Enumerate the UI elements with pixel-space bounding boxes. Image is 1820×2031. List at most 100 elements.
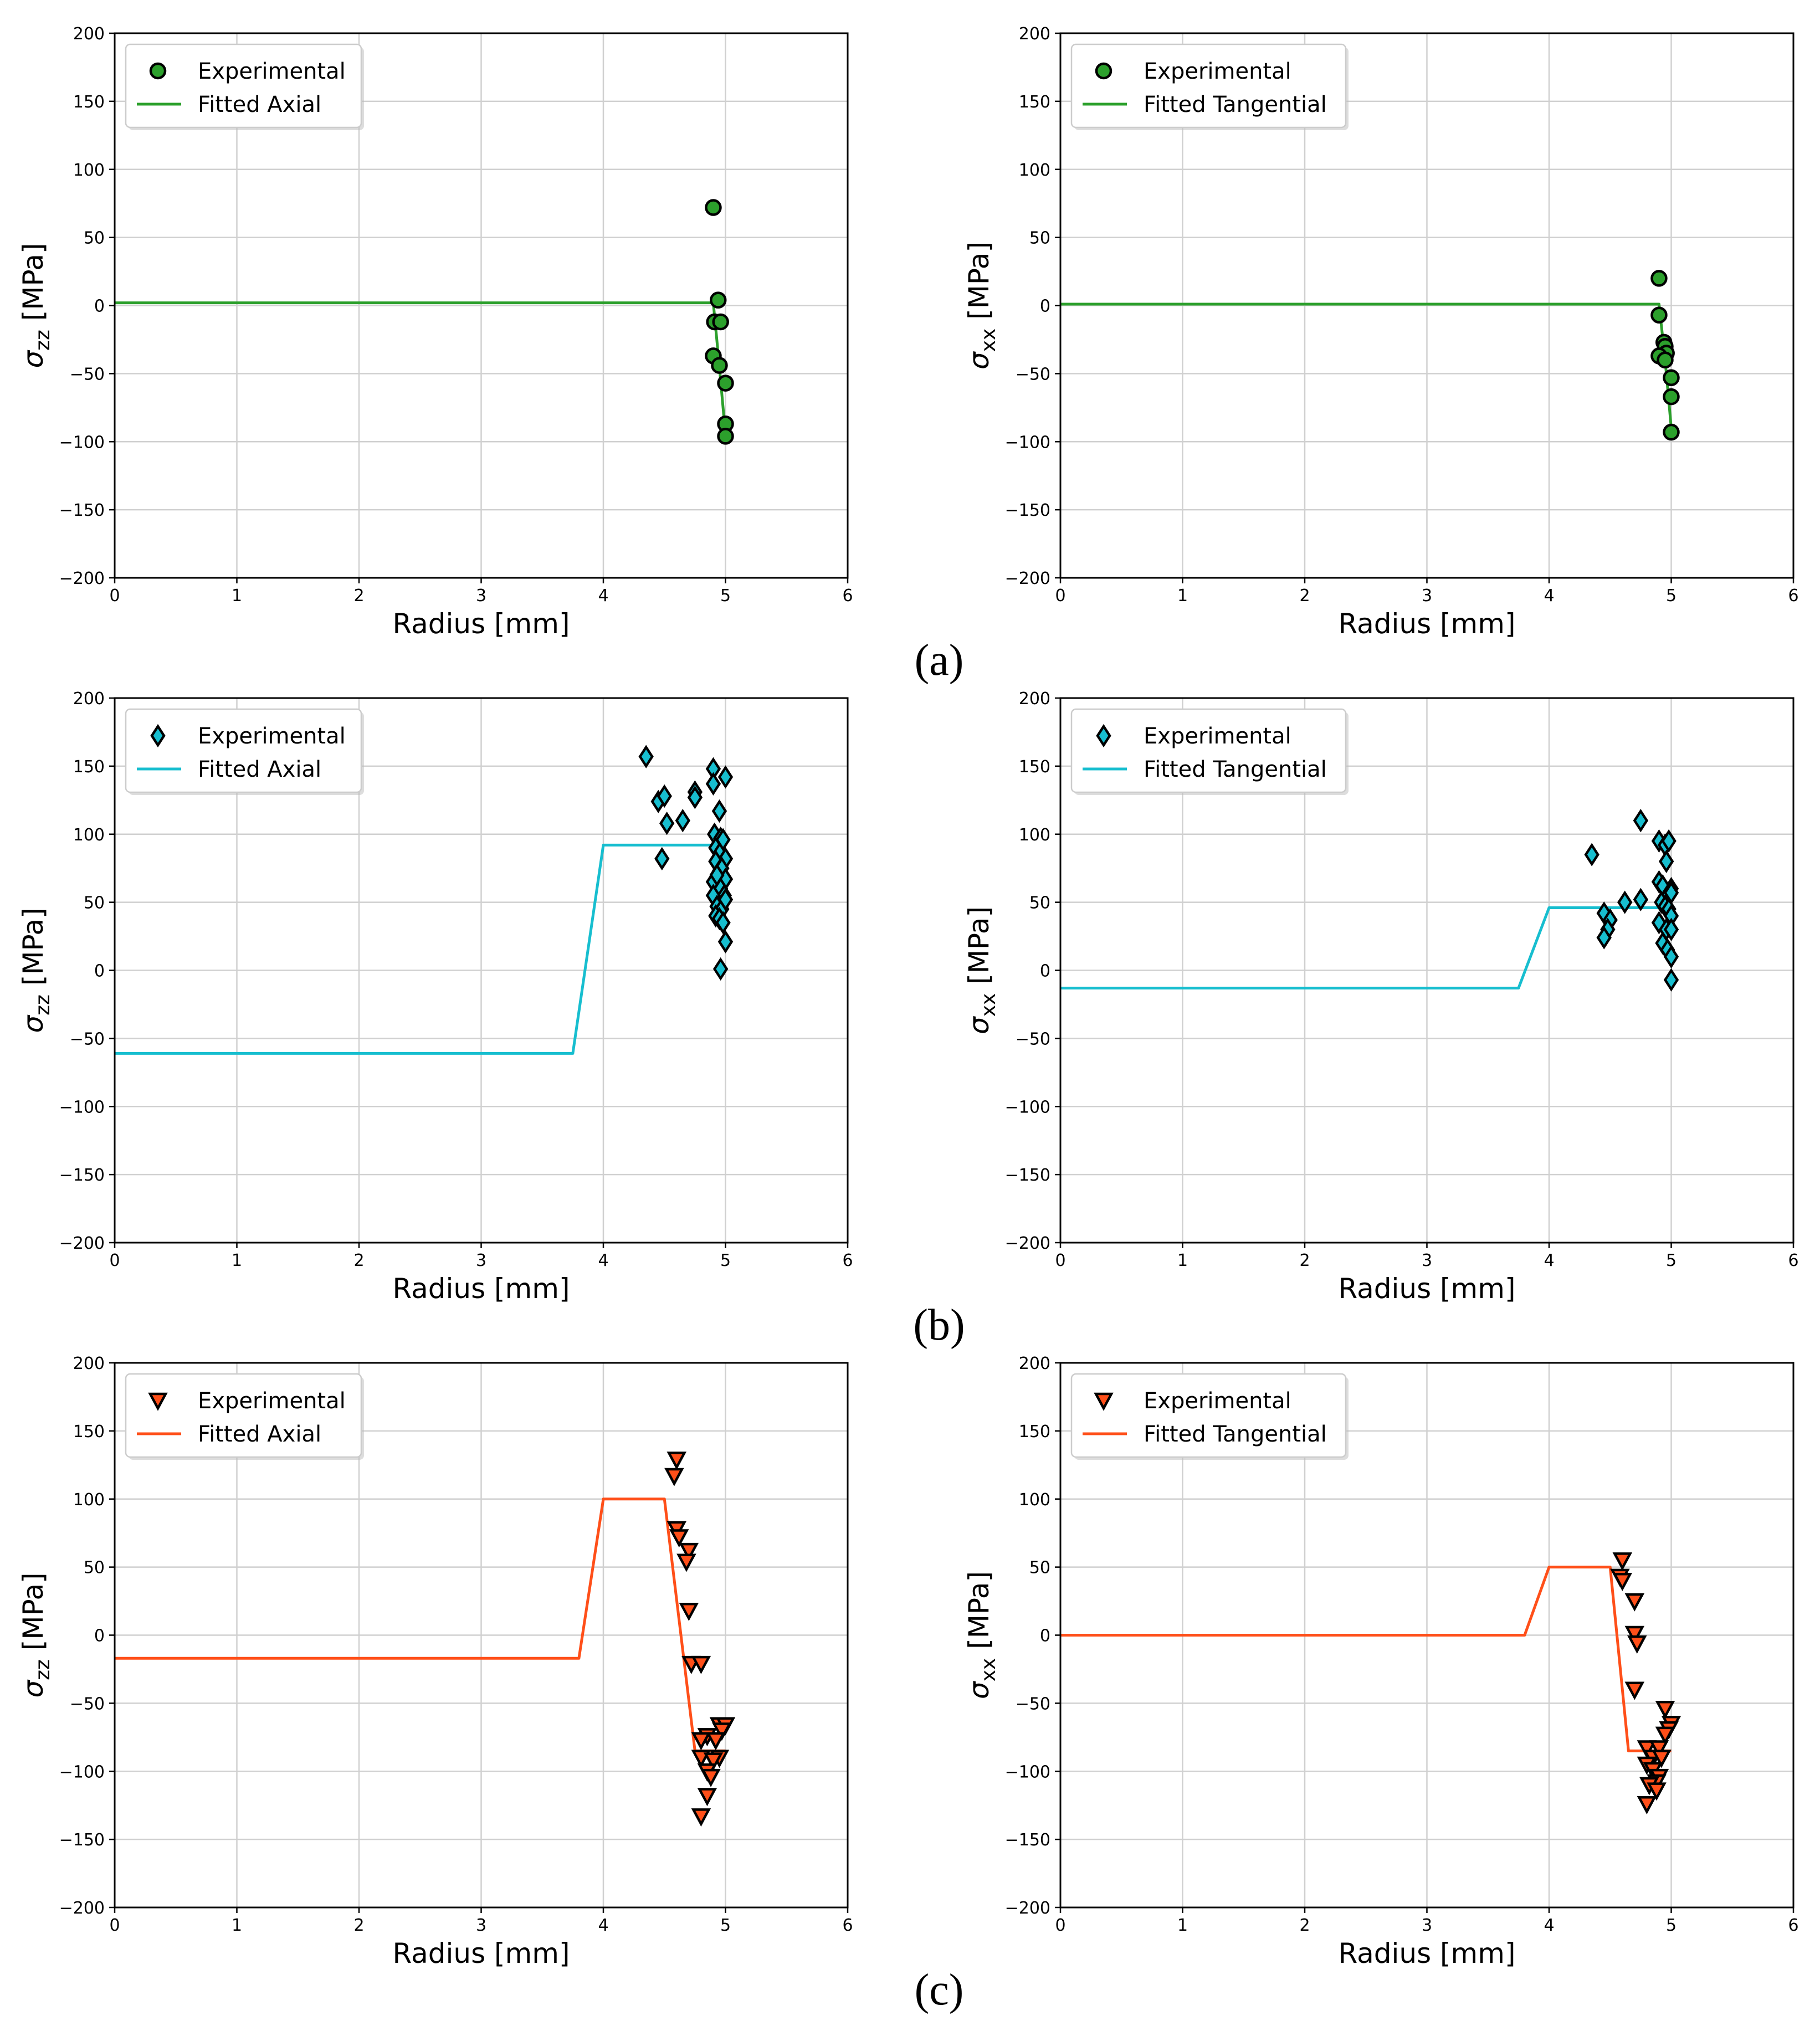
y-axis-label: σxx [MPa] [963, 906, 1000, 1034]
data-point [1612, 1572, 1633, 1591]
x-tick-label: 5 [1666, 1916, 1677, 1935]
x-tick-label: 4 [1544, 1251, 1554, 1270]
x-tick-label: 5 [720, 1251, 731, 1270]
data-point [1663, 388, 1680, 406]
y-tick-label: 150 [1019, 757, 1050, 777]
data-point [1659, 849, 1674, 874]
data-point [1663, 369, 1680, 386]
data-point [691, 1808, 711, 1827]
data-point [1652, 1750, 1672, 1768]
legend-box [125, 43, 362, 129]
y-tick-label: 50 [1029, 1558, 1050, 1578]
data-point [664, 1468, 684, 1486]
data-point [1624, 1593, 1645, 1612]
data-point [710, 291, 727, 309]
y-tick-label: 150 [73, 93, 105, 112]
data-point [701, 1768, 721, 1787]
y-tick-label: 50 [84, 229, 105, 248]
x-tick-label: 0 [1055, 1251, 1065, 1270]
data-point [717, 375, 734, 392]
legend: Experimental Fitted Axial [125, 43, 364, 130]
legend-label-fitted: Fitted Axial [198, 1422, 321, 1447]
data-point [1617, 890, 1633, 914]
x-tick-label: 1 [232, 1916, 242, 1935]
chart-panel-5: 0 1 2 3 4 5 6 −200 −150 −100 −50 0 50 100 150 200 Radius… [17, 1354, 853, 1970]
fitted-line [1060, 1566, 1672, 1752]
y-tick-label: −50 [70, 365, 105, 384]
legend-label-fitted: Fitted Tangential [1144, 757, 1327, 782]
panel-label-b: (b) [913, 1301, 965, 1350]
x-tick-label: 3 [1422, 1251, 1432, 1270]
y-tick-label: −100 [1005, 1762, 1050, 1782]
data-point [1663, 423, 1680, 441]
data-point [691, 1655, 711, 1674]
y-tick-label: −150 [59, 501, 105, 520]
data-point [1596, 901, 1612, 925]
y-tick-label: −200 [1005, 1899, 1050, 1918]
x-tick-label: 1 [1177, 1916, 1188, 1935]
y-tick-label: 100 [73, 825, 105, 845]
data-point [691, 1732, 711, 1751]
x-tick-label: 1 [1177, 1251, 1188, 1270]
x-tick-label: 3 [1422, 586, 1432, 606]
data-point [1637, 1796, 1657, 1814]
y-tick-label: 200 [73, 689, 105, 709]
data-point [1663, 945, 1679, 969]
data-point [679, 1603, 699, 1622]
panel-label-a: (a) [915, 636, 964, 685]
legend: Experimental Fitted Tangential [1070, 43, 1349, 130]
legend-box [125, 708, 362, 793]
data-point [657, 784, 672, 808]
y-tick-label: −100 [59, 1097, 105, 1117]
data-point [669, 1529, 689, 1548]
data-point [712, 1722, 732, 1741]
legend: Experimental Fitted Tangential [1070, 1373, 1349, 1460]
y-tick-label: 100 [73, 161, 105, 180]
y-tick-label: 100 [1019, 825, 1050, 845]
data-point [1633, 809, 1649, 833]
y-tick-label: 200 [1019, 689, 1050, 709]
data-point [705, 199, 722, 216]
y-tick-label: 200 [1019, 1354, 1050, 1373]
x-tick-label: 3 [476, 586, 486, 606]
y-tick-label: 100 [1019, 1490, 1050, 1510]
y-tick-label: 150 [73, 1422, 105, 1442]
x-tick-label: 6 [842, 1251, 853, 1270]
data-point [713, 957, 729, 981]
x-tick-label: 5 [1666, 1251, 1677, 1270]
legend-label-experimental: Experimental [1144, 1388, 1291, 1414]
x-tick-label: 2 [1299, 586, 1310, 606]
chart-panel-4: 0 1 2 3 4 5 6 −200 −150 −100 −50 0 50 100 150 200 Radius… [963, 689, 1799, 1305]
y-tick-label: −150 [1005, 501, 1050, 520]
legend-box [125, 1373, 362, 1458]
data-point [712, 313, 729, 331]
x-tick-label: 4 [598, 1251, 608, 1270]
data-point [1651, 911, 1667, 935]
x-tick-label: 2 [353, 586, 364, 606]
data-point [687, 786, 703, 809]
x-tick-label: 3 [476, 1251, 486, 1270]
y-tick-label: 0 [94, 962, 105, 981]
x-tick-label: 6 [1788, 1251, 1798, 1270]
y-tick-label: −50 [70, 1029, 105, 1049]
x-tick-label: 6 [842, 1916, 853, 1935]
data-point [1612, 1552, 1633, 1571]
y-axis-label: σzz [MPa] [17, 243, 54, 368]
x-tick-label: 0 [109, 1916, 120, 1935]
legend-box [1070, 43, 1347, 129]
x-tick-label: 0 [1055, 1916, 1065, 1935]
data-point [711, 357, 728, 374]
data-point [1624, 1681, 1645, 1700]
data-point [715, 911, 731, 935]
x-tick-label: 6 [842, 586, 853, 606]
legend-label-fitted: Fitted Tangential [1144, 92, 1327, 117]
x-tick-label: 5 [720, 586, 731, 606]
y-tick-label: −100 [59, 433, 105, 452]
y-tick-label: −50 [70, 1694, 105, 1714]
x-tick-label: 2 [1299, 1251, 1310, 1270]
data-point [654, 847, 670, 871]
y-axis-label: σxx [MPa] [963, 242, 1000, 370]
data-point [1655, 1726, 1675, 1745]
y-tick-label: −150 [1005, 1166, 1050, 1185]
